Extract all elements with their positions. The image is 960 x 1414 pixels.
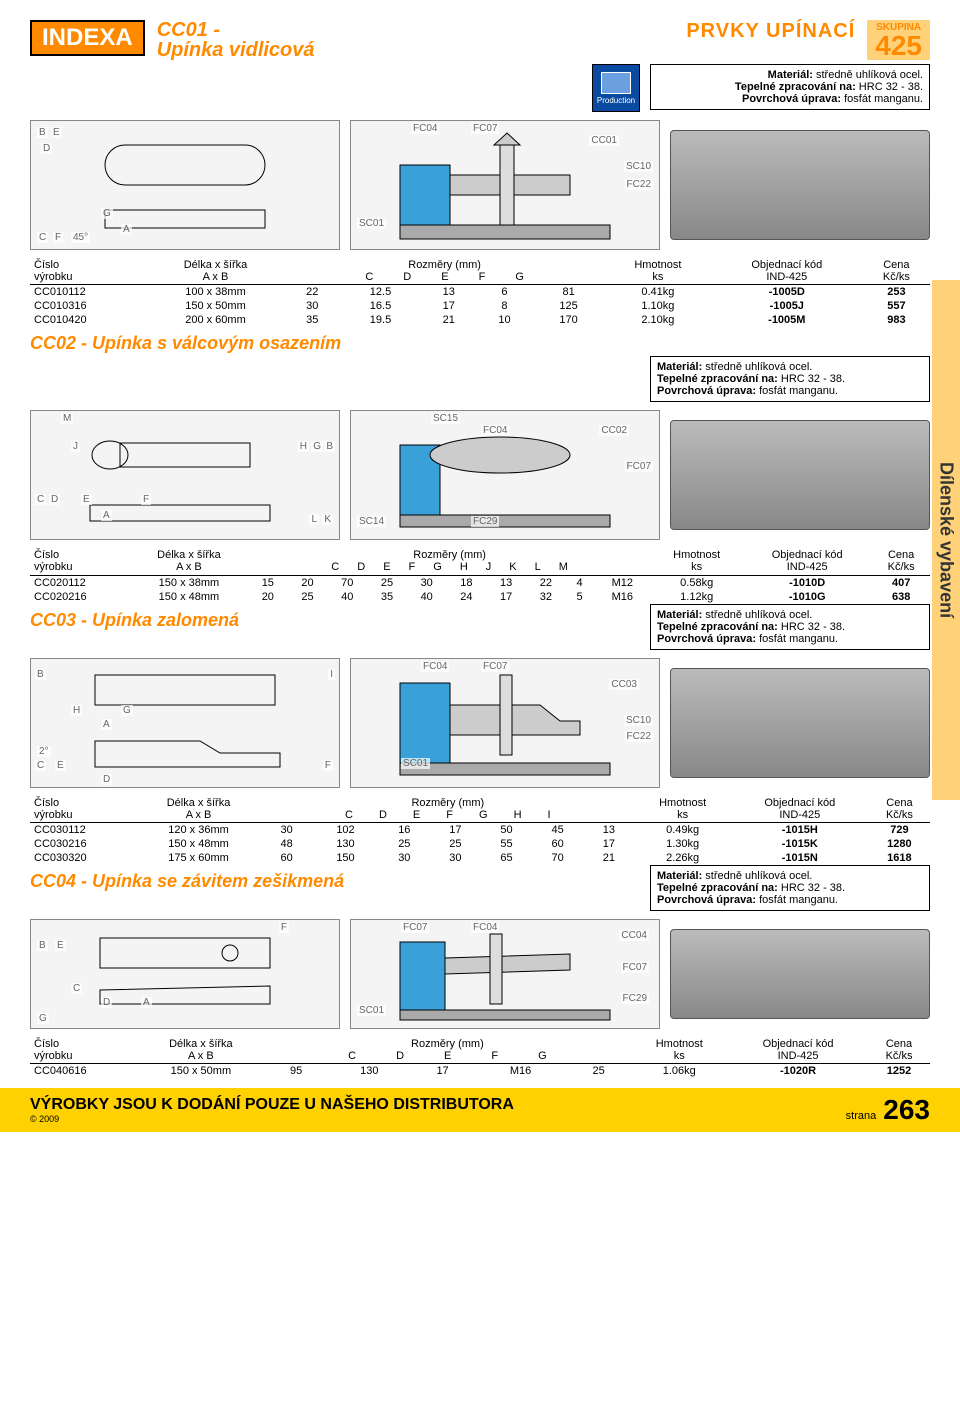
cc01-table: Číslovýrobku Délka x šířkaA x B Rozměry … [30, 258, 930, 327]
brand-logo: INDEXA [30, 20, 145, 56]
cc02-product-photo [670, 420, 930, 530]
table-row: CC040616150 x 50mm9513017M16251.06kg-102… [30, 1063, 930, 1078]
table-row: CC010420200 x 60mm3519.521101702.10kg-10… [30, 313, 930, 327]
cc02-assembly-drawing: SC15 FC04 CC02 FC07 SC14 FC29 [350, 410, 660, 540]
cc04-dimension-drawing: F B E C D A G [30, 919, 340, 1029]
group-number: 425 [875, 33, 922, 58]
cc02-diagram-row: M J H G B C D E F A L K SC15 FC04 CC02 F… [30, 410, 930, 540]
cc03-title: CC03 - Upínka zalomená [30, 610, 630, 631]
cc04-assembly-drawing: FC07 FC04 CC04 FC07 FC29 SC01 [350, 919, 660, 1029]
table-row: CC030320175 x 60mm6015030306570212.26kg-… [30, 851, 930, 865]
cc04-diagram-row: F B E C D A G FC07 FC04 CC04 FC07 FC29 S… [30, 919, 930, 1029]
table-row: CC020216150 x 48mm20254035402417325M161.… [30, 590, 930, 604]
copyright: © 2009 [30, 1114, 514, 1124]
cc04-table: Číslovýrobku Délka x šířkaA x B Rozměry … [30, 1037, 930, 1078]
cc03-dimension-drawing: B I H G A 2° C E F D [30, 658, 340, 788]
cc04-product-photo [670, 929, 930, 1019]
table-row: CC030112120 x 36mm3010216175045130.49kg-… [30, 822, 930, 837]
cc03-assembly-drawing: FC04 FC07 CC03 SC10 FC22 SC01 [350, 658, 660, 788]
cc01-code: CC01 - [157, 20, 315, 40]
side-tab: Dílenské vybavení [932, 280, 960, 800]
material-box-cc01: Materiál: středně uhlíková ocel. Tepelné… [650, 64, 930, 110]
page-footer: VÝROBKY JSOU K DODÁNÍ POUZE U NAŠEHO DIS… [0, 1088, 960, 1132]
category-heading: PRVKY UPÍNACÍ [686, 20, 855, 43]
page-label: strana [846, 1110, 877, 1122]
table-row: CC010316150 x 50mm3016.51781251.10kg-100… [30, 299, 930, 313]
cc01-diagram-row: B E D G A C F 45° FC04 FC07 CC01 SC10 FC… [30, 120, 930, 250]
production-icon-label: Production [597, 96, 635, 105]
cc03-diagram-row: B I H G A 2° C E F D FC04 FC07 CC03 SC10… [30, 658, 930, 788]
footer-text: VÝROBKY JSOU K DODÁNÍ POUZE U NAŠEHO DIS… [30, 1096, 514, 1113]
cc03-table: Číslovýrobku Délka x šířkaA x B Rozměry … [30, 796, 930, 865]
page-header: INDEXA CC01 - Upínka vidlicová PRVKY UPÍ… [30, 20, 930, 112]
cc04-title: CC04 - Upínka se závitem zešikmená [30, 871, 630, 892]
material-box-cc04: Materiál: středně uhlíková ocel. Tepelné… [650, 865, 930, 911]
cc02-dimension-drawing: M J H G B C D E F A L K [30, 410, 340, 540]
material-box-cc02: Materiál: středně uhlíková ocel. Tepelné… [650, 356, 930, 402]
production-icon: Production [592, 64, 640, 112]
cc02-table: Číslovýrobku Délka x šířkaA x B Rozměry … [30, 548, 930, 603]
table-row: CC020112150 x 38mm15207025301813224M120.… [30, 575, 930, 590]
group-badge: SKUPINA 425 [867, 20, 930, 60]
table-row: CC010112100 x 38mm2212.5136810.41kg-1005… [30, 285, 930, 300]
page-number: 263 [883, 1094, 930, 1125]
cc03-product-photo [670, 668, 930, 778]
cc02-title: CC02 - Upínka s válcovým osazením [30, 333, 930, 354]
cc01-product-photo [670, 130, 930, 240]
table-row: CC030216150 x 48mm4813025255560171.30kg-… [30, 837, 930, 851]
cc01-dimension-drawing: B E D G A C F 45° [30, 120, 340, 250]
cc01-name: Upínka vidlicová [157, 40, 315, 60]
material-box-cc03: Materiál: středně uhlíková ocel. Tepelné… [650, 604, 930, 650]
cc01-assembly-drawing: FC04 FC07 CC01 SC10 FC22 SC01 [350, 120, 660, 250]
cc01-title-block: CC01 - Upínka vidlicová [157, 20, 315, 60]
